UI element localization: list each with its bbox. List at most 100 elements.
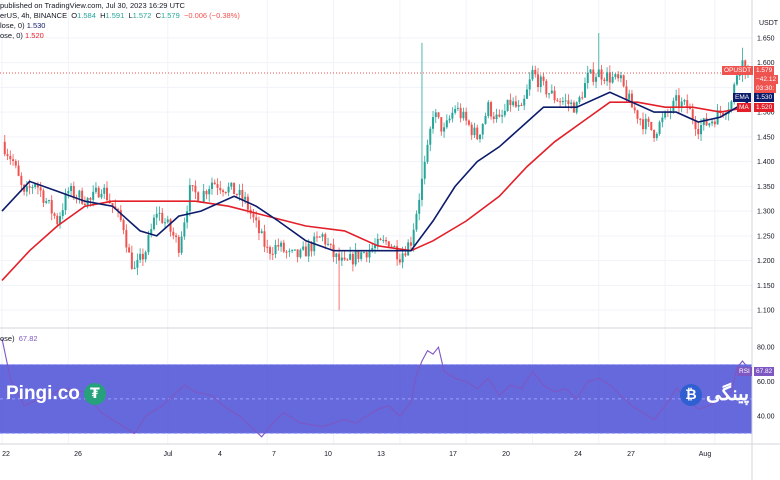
candle-up — [462, 111, 465, 119]
candle-down — [161, 212, 164, 224]
candle-down — [39, 187, 42, 191]
candle-up — [711, 121, 714, 124]
candle-down — [705, 118, 708, 126]
candle-up — [374, 245, 376, 249]
candle-up — [664, 111, 667, 118]
candle-up — [586, 72, 589, 84]
candle-up — [274, 244, 277, 255]
candle-down — [6, 154, 9, 157]
candle-down — [490, 102, 493, 117]
symbol-text: erUS, 4h, BINANCE — [0, 11, 68, 20]
price-tick-label: 1.500 — [757, 110, 775, 117]
bitcoin-icon: ₿ — [680, 383, 702, 406]
candle-up — [454, 108, 457, 113]
candle-down — [119, 210, 122, 221]
candle-up — [525, 89, 528, 99]
candle-up — [136, 259, 139, 268]
candle-down — [537, 74, 540, 88]
candle-up — [59, 216, 62, 225]
candle-up — [735, 75, 738, 85]
high-value: 1.591 — [105, 11, 125, 20]
candle-down — [72, 186, 75, 198]
candle-up — [307, 243, 310, 257]
candle-up — [144, 252, 147, 260]
candle-up — [335, 253, 338, 258]
candle-down — [252, 213, 255, 218]
rsi-tick-label: 60.00 — [757, 379, 775, 386]
candle-up — [158, 212, 161, 214]
candle-up — [288, 250, 291, 252]
candle-up — [78, 190, 81, 198]
candle-up — [340, 257, 343, 261]
candle-down — [600, 69, 603, 80]
axis-labels: 1.6501.6001.5501.5001.4501.4001.3501.300… — [2, 35, 775, 458]
currency-label: USDT — [759, 20, 779, 27]
publish-text: published on TradingView.com, Jul 30, 20… — [0, 1, 185, 10]
candle-up — [595, 77, 598, 82]
candle-up — [539, 76, 542, 88]
candle-down — [603, 79, 606, 82]
price-tick-label: 1.150 — [757, 283, 775, 290]
candle-up — [25, 186, 28, 192]
candle-down — [235, 194, 238, 196]
candle-down — [346, 259, 349, 261]
candle-up — [291, 250, 294, 252]
candle-up — [401, 253, 404, 263]
candle-up — [362, 252, 365, 254]
candle-down — [318, 236, 321, 238]
candle-up — [708, 123, 711, 126]
time-tick-label: 13 — [377, 451, 385, 458]
candle-down — [608, 72, 611, 83]
candle-down — [592, 69, 595, 82]
time-tick-label: 26 — [74, 451, 82, 458]
candle-up — [531, 69, 534, 80]
candle-down — [257, 220, 260, 234]
candle-down — [467, 120, 470, 125]
candle-up — [564, 100, 567, 102]
price-tick-label: 1.350 — [757, 184, 775, 191]
candle-up — [260, 231, 263, 234]
rsi-tick-label: 40.00 — [757, 414, 775, 421]
candle-up — [412, 229, 415, 246]
candle-down — [197, 192, 200, 202]
candle-up — [152, 217, 155, 230]
candle-down — [224, 191, 227, 193]
candle-down — [691, 109, 694, 121]
ema-legend-label: lose, 0) — [0, 21, 25, 30]
candle-down — [89, 198, 92, 200]
candle-down — [514, 101, 517, 107]
candle-up — [606, 72, 609, 82]
candle-down — [105, 187, 108, 201]
tether-icon: ₮ — [83, 383, 106, 405]
ema-line — [1, 91, 749, 252]
candle-up — [523, 98, 526, 106]
rsi-legend-label: ose) — [0, 334, 15, 343]
candle-up — [628, 93, 631, 100]
candle-down — [688, 108, 691, 110]
candle-down — [636, 110, 639, 119]
candle-down — [20, 175, 23, 185]
candle-down — [343, 257, 346, 260]
candle-down — [329, 243, 332, 245]
symbol-tag: OPUSDT — [722, 66, 754, 75]
candle-down — [310, 243, 313, 252]
candle-up — [327, 243, 330, 245]
candle-up — [550, 90, 553, 94]
candle-up — [188, 185, 191, 212]
candle-down — [465, 111, 468, 121]
candle-down — [625, 86, 628, 100]
candle-down — [122, 220, 125, 231]
candle-up — [561, 100, 564, 102]
candle-down — [263, 231, 266, 247]
time-tick-label: 27 — [627, 451, 635, 458]
low-value: 1.572 — [132, 11, 152, 20]
candle-up — [611, 76, 614, 83]
candle-down — [567, 100, 570, 105]
candle-up — [382, 239, 385, 241]
candle-down — [622, 75, 625, 87]
price-tick-label: 1.450 — [757, 134, 775, 141]
publish-line: published on TradingView.com, Jul 30, 20… — [0, 1, 185, 10]
candle-up — [238, 189, 241, 196]
price-tick-label: 1.600 — [757, 60, 775, 67]
candle-up — [548, 93, 551, 95]
